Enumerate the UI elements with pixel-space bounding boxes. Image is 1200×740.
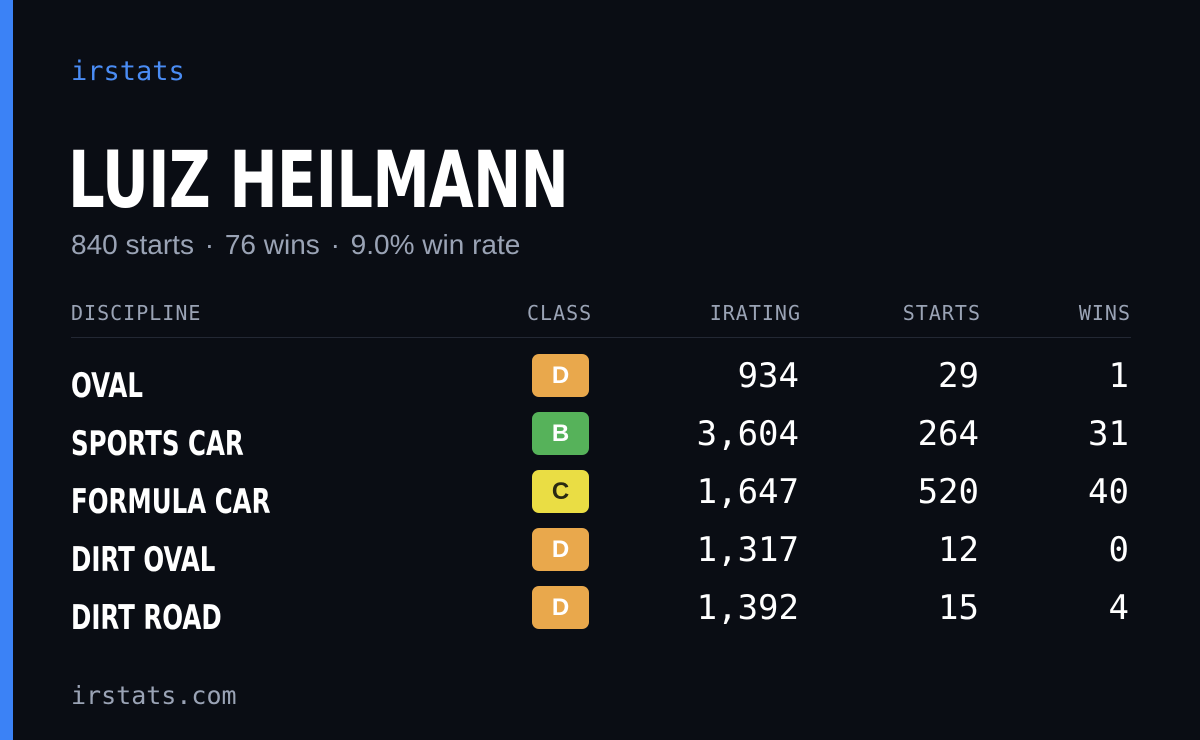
discipline-name: DIRT ROAD — [71, 598, 222, 638]
irating-value: 1,317 — [696, 530, 799, 570]
wins-value: 40 — [1088, 472, 1129, 512]
starts-value: 12 — [938, 530, 979, 570]
class-badge: D — [532, 354, 589, 397]
table-row: SPORTS CAR B 3,604 264 31 — [71, 412, 1131, 470]
table-header: DISCIPLINE CLASS IRATING STARTS WINS — [71, 301, 1131, 338]
irating-value: 1,392 — [696, 588, 799, 628]
starts-value: 264 — [917, 414, 979, 454]
accent-bar — [0, 0, 13, 740]
starts-value: 15 — [938, 588, 979, 628]
irating-value: 3,604 — [696, 414, 799, 454]
discipline-name: FORMULA CAR — [71, 482, 271, 522]
class-badge: B — [532, 412, 589, 455]
header-starts: STARTS — [902, 301, 981, 325]
header-irating: IRATING — [709, 301, 801, 325]
table-row: FORMULA CAR C 1,647 520 40 — [71, 470, 1131, 528]
table-row: OVAL D 934 29 1 — [71, 354, 1131, 412]
wins-value: 1 — [1108, 356, 1129, 396]
starts-summary: 840 starts — [71, 229, 194, 260]
class-badge: D — [532, 528, 589, 571]
irating-value: 934 — [737, 356, 799, 396]
win-rate-summary: 9.0% win rate — [350, 229, 521, 260]
discipline-name: DIRT OVAL — [71, 540, 216, 580]
header-class: CLASS — [527, 301, 593, 325]
driver-name: LUIZ HEILMANN — [68, 136, 569, 226]
wins-value: 0 — [1108, 530, 1129, 570]
starts-value: 520 — [917, 472, 979, 512]
irating-value: 1,647 — [696, 472, 799, 512]
header-wins: WINS — [1078, 301, 1131, 325]
separator: · — [204, 229, 215, 260]
discipline-name: OVAL — [71, 366, 143, 406]
driver-summary: 840 starts · 76 wins · 9.0% win rate — [71, 229, 520, 261]
header-discipline: DISCIPLINE — [71, 301, 202, 325]
table-row: DIRT OVAL D 1,317 12 0 — [71, 528, 1131, 586]
starts-value: 29 — [938, 356, 979, 396]
table-row: DIRT ROAD D 1,392 15 4 — [71, 586, 1131, 644]
wins-value: 31 — [1088, 414, 1129, 454]
class-badge: C — [532, 470, 589, 513]
footer-url[interactable]: irstats.com — [71, 681, 237, 710]
class-badge: D — [532, 586, 589, 629]
wins-summary: 76 wins — [224, 229, 320, 260]
discipline-name: SPORTS CAR — [71, 424, 244, 464]
wins-value: 4 — [1108, 588, 1129, 628]
brand-logo: irstats — [71, 56, 185, 87]
separator: · — [330, 229, 340, 260]
